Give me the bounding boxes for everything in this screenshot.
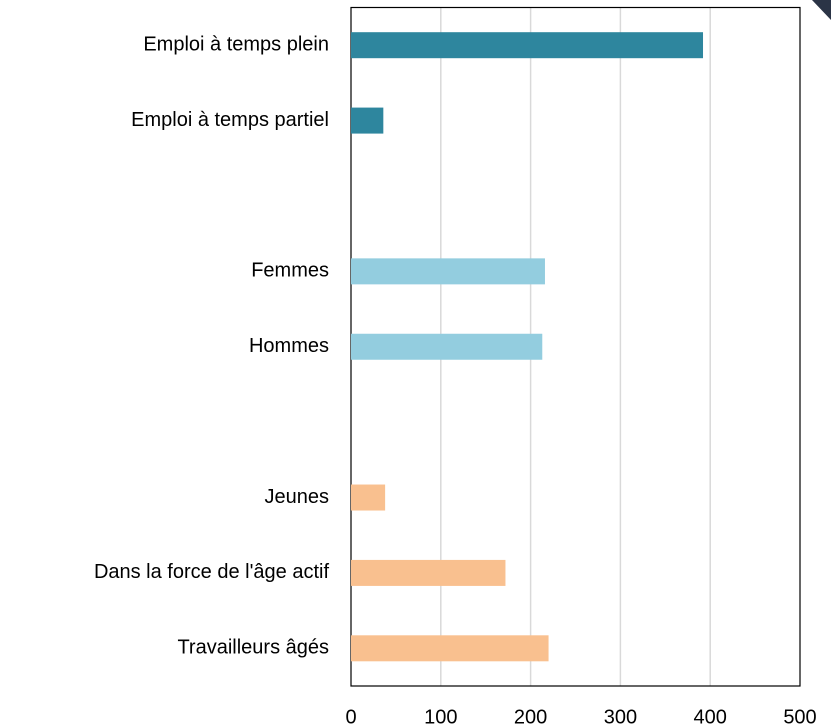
y-tick-label: Emploi à temps partiel — [131, 109, 329, 131]
bar — [351, 333, 543, 360]
bar — [351, 107, 384, 134]
bar — [351, 635, 549, 662]
corner-decoration — [812, 0, 831, 20]
x-tick-label: 0 — [345, 706, 356, 726]
bar — [351, 559, 506, 586]
y-tick-label: Jeunes — [265, 486, 330, 508]
y-tick-label: Hommes — [249, 335, 329, 357]
bar — [351, 484, 386, 511]
bar — [351, 32, 704, 59]
x-tick-label: 400 — [694, 706, 727, 726]
x-tick-label: 200 — [514, 706, 547, 726]
y-tick-label: Travailleurs âgés — [177, 637, 329, 659]
y-tick-label: Dans la force de l'âge actif — [94, 561, 330, 583]
x-tick-label: 300 — [604, 706, 637, 726]
x-tick-label: 500 — [783, 706, 816, 726]
bar — [351, 258, 545, 285]
y-tick-label: Femmes — [251, 260, 329, 282]
x-tick-label: 100 — [424, 706, 457, 726]
y-tick-label: Emploi à temps plein — [143, 33, 329, 55]
